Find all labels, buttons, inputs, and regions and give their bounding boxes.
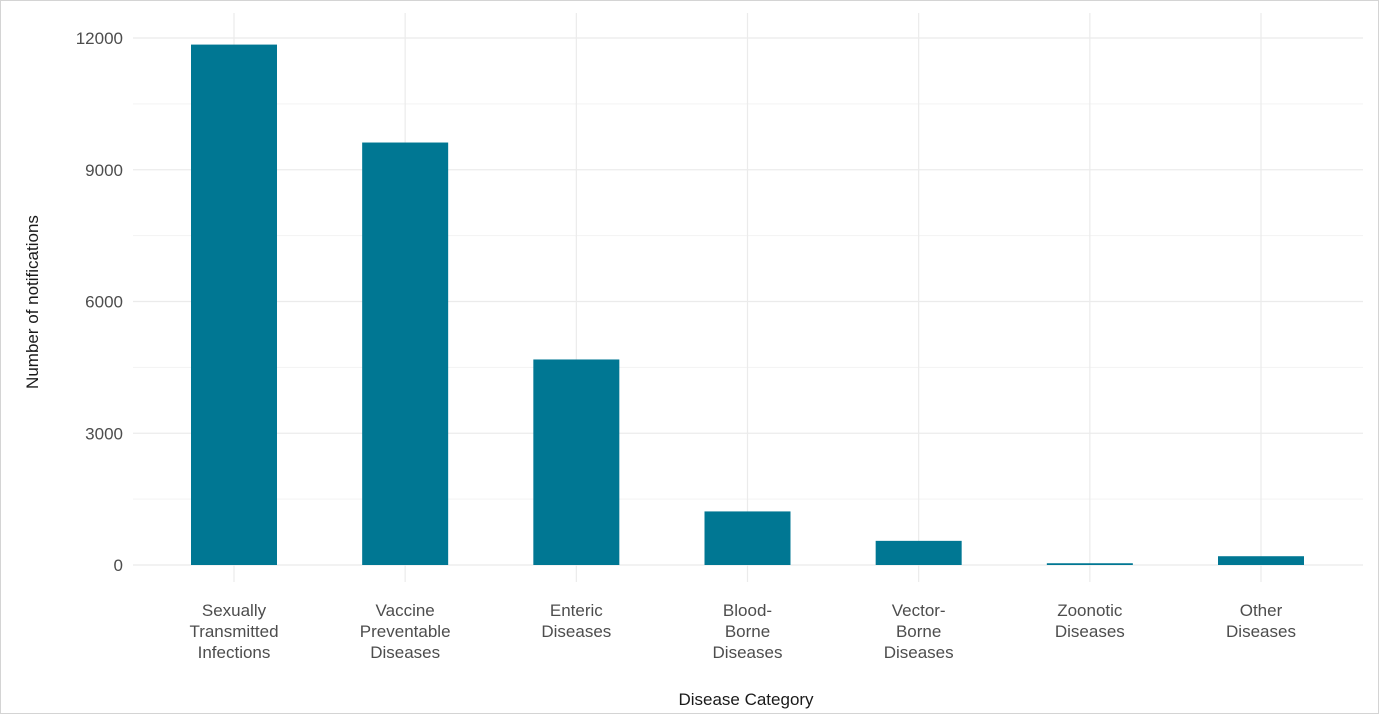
y-tick-label: 12000 [76, 29, 123, 48]
y-tick-label: 6000 [85, 293, 123, 312]
x-tick-label-line: Borne [896, 622, 941, 641]
x-tick-label-line: Sexually [202, 601, 267, 620]
y-tick-label: 3000 [85, 424, 123, 443]
bar-6 [1218, 556, 1304, 565]
y-axis-title: Number of notifications [23, 215, 42, 389]
x-tick-label: Other Diseases [1226, 601, 1296, 641]
x-tick-label-line: Infections [198, 643, 271, 662]
bar-3 [704, 511, 791, 565]
x-tick-labels: Sexually Transmitted Infections Vaccine Prev… [189, 601, 1296, 662]
bar-5 [1046, 563, 1133, 565]
bar-4 [875, 540, 962, 565]
x-tick-label: Zoonotic Diseases [1055, 601, 1125, 641]
y-tick-label: 0 [114, 556, 123, 575]
x-tick-label-line: Transmitted [189, 622, 278, 641]
x-tick-label-line: Diseases [884, 643, 954, 662]
x-tick-label-line: Vector- [892, 601, 946, 620]
x-tick-label: Vaccine Preventable Diseases [360, 601, 451, 662]
x-tick-label: Enteric Diseases [541, 601, 611, 641]
x-tick-label-line: Diseases [541, 622, 611, 641]
x-tick-label-line: Diseases [1055, 622, 1125, 641]
x-tick-label-line: Diseases [713, 643, 783, 662]
x-tick-label-line: Blood- [723, 601, 772, 620]
y-tick-label: 9000 [85, 161, 123, 180]
x-tick-label: Vector- Borne Diseases [884, 601, 954, 662]
x-tick-label-line: Borne [725, 622, 770, 641]
x-tick-label-line: Zoonotic [1057, 601, 1123, 620]
x-axis-title: Disease Category [678, 690, 814, 709]
x-tick-label-line: Diseases [1226, 622, 1296, 641]
bars [191, 44, 1304, 565]
bar-0 [191, 44, 277, 565]
y-tick-labels: 0 3000 6000 9000 12000 [76, 29, 123, 575]
x-tick-label-line: Enteric [550, 601, 603, 620]
bar-1 [362, 142, 449, 565]
grid-lines [133, 13, 1363, 582]
x-tick-label-line: Other [1240, 601, 1283, 620]
x-tick-label-line: Diseases [370, 643, 440, 662]
x-tick-label: Sexually Transmitted Infections [189, 601, 278, 662]
x-tick-label: Blood- Borne Diseases [713, 601, 783, 662]
x-tick-label-line: Preventable [360, 622, 451, 641]
bar-2 [533, 359, 620, 565]
x-tick-label-line: Vaccine [376, 601, 435, 620]
